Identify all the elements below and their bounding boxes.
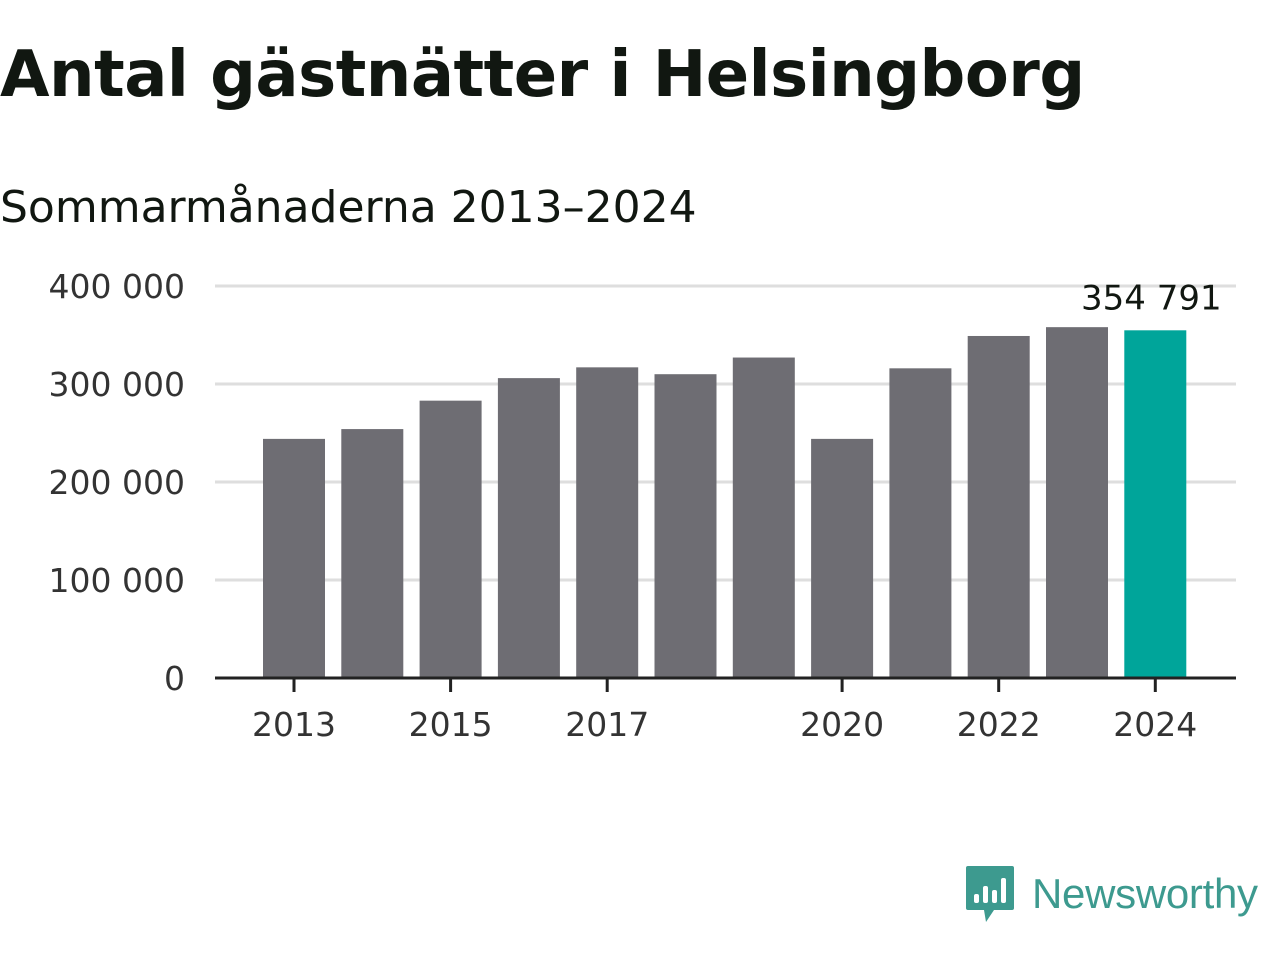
y-tick-label: 200 000: [49, 463, 185, 502]
bar-2014: [341, 429, 404, 678]
chart-subtitle: Sommarmånaderna 2013–2024: [0, 182, 697, 233]
x-tick-label: 2015: [409, 705, 493, 744]
bar-2017: [576, 367, 639, 678]
y-tick-label: 100 000: [49, 561, 185, 600]
newsworthy-chart-bubble-icon: [966, 866, 1014, 922]
bar-2024: [1124, 330, 1187, 678]
x-tick-label: 2017: [565, 705, 649, 744]
bar-chart: 0 100 000 200 000 300 000 400 000 354 791 2013…: [49, 267, 1236, 744]
x-tick-label: 2024: [1113, 705, 1197, 744]
x-tick-label: 2013: [252, 705, 336, 744]
y-tick-label: 300 000: [49, 365, 185, 404]
data-label: 354 791: [1081, 278, 1222, 318]
bar-2013: [263, 438, 325, 678]
logo-text: Newsworthy: [1032, 870, 1258, 917]
bar-2016: [497, 378, 560, 678]
chart-title: Antal gästnätter i Helsingborg: [0, 38, 1085, 112]
bar-2023: [1046, 327, 1108, 678]
y-tick-label: 0: [164, 659, 185, 698]
bar-2019: [732, 357, 795, 678]
bar-2018: [654, 374, 717, 678]
x-tick-label: 2022: [957, 705, 1041, 744]
x-tick-label: 2020: [800, 705, 884, 744]
bar-2021: [889, 368, 952, 678]
bar-2020: [811, 438, 874, 678]
y-tick-label: 400 000: [49, 267, 185, 306]
bar-2015: [419, 400, 482, 678]
newsworthy-logo: Newsworthy: [964, 864, 1258, 924]
bar-2022: [967, 335, 1030, 678]
